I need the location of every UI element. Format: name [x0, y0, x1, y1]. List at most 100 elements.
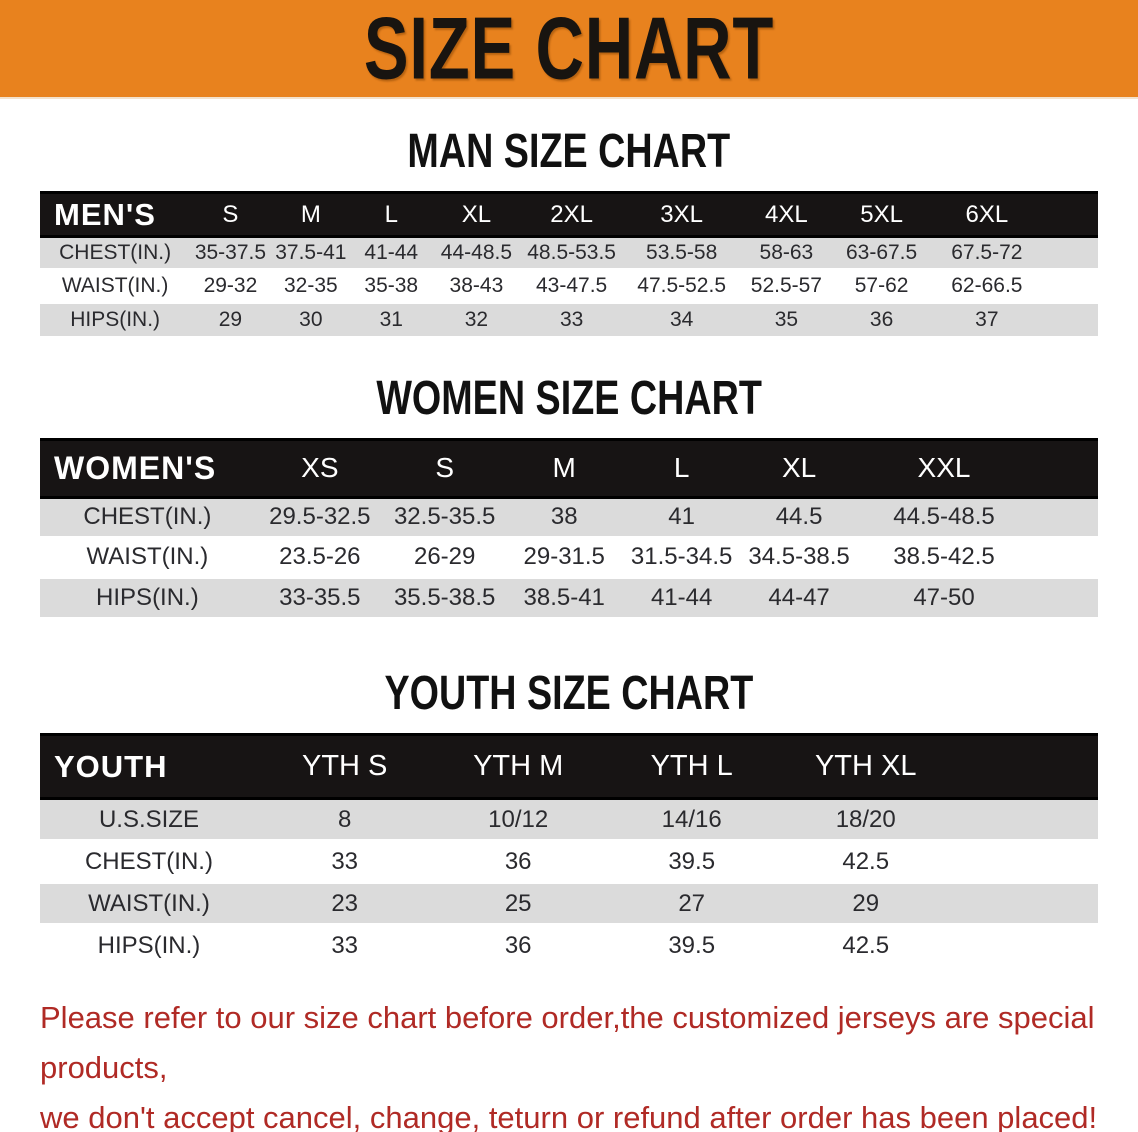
size-value-cell: 62-66.5	[951, 274, 1023, 297]
size-table-header-row: YOUTH YTH S YTH M YTH L YTH XL	[40, 733, 1098, 800]
row-spacer	[953, 841, 1098, 883]
size-value-cell: 36	[504, 847, 532, 875]
size-column-header: YTH L	[604, 733, 779, 800]
size-value-cell: 29	[852, 889, 880, 917]
size-value-cell: 37.5-41	[275, 241, 347, 264]
row-spacer	[953, 883, 1098, 925]
youth-section-heading-text: YOUTH SIZE CHART	[384, 664, 754, 720]
size-column-header: S	[190, 191, 271, 238]
size-value-cell: 26-29	[413, 543, 476, 570]
disclaimer-line-2: we don't accept cancel, change, teturn o…	[40, 1099, 1098, 1132]
size-value-cell: 34.5-38.5	[748, 543, 850, 570]
row-label: CHEST(IN.)	[59, 241, 172, 264]
row-label: U.S.SIZE	[98, 805, 199, 833]
men-section-heading: MAN SIZE CHART	[0, 122, 1138, 178]
size-column-header: 4XL	[741, 191, 832, 238]
size-column-header: YTH M	[431, 733, 605, 800]
row-spacer	[1029, 537, 1098, 577]
size-column-header: 3XL	[621, 191, 742, 238]
size-value-cell: 29-32	[203, 274, 258, 297]
table-corner-label: WOMEN'S	[40, 437, 255, 499]
header-spacer	[953, 733, 1098, 800]
table-row: U.S.SIZE 8 10/12 14/16 18/20	[40, 798, 1098, 841]
size-value-cell: 44.5	[775, 503, 823, 530]
row-label: CHEST(IN.)	[83, 503, 212, 530]
size-column-header: M	[504, 437, 624, 499]
women-size-table-grid: WOMEN'S XS S M L XL XXL CHEST(IN.) 29.5-32.5 32.5…	[40, 437, 1098, 617]
size-value-cell: 67.5-72	[951, 241, 1023, 264]
row-label: WAIST(IN.)	[88, 889, 210, 917]
row-label: HIPS(IN.)	[96, 583, 199, 611]
size-value-cell: 47-50	[913, 583, 975, 611]
size-value-cell: 32	[464, 307, 489, 331]
size-column-header: 6XL	[931, 191, 1042, 238]
table-row: WAIST(IN.) 23.5-26 26-29 29-31.5 31.5-34.5 34…	[40, 537, 1098, 577]
row-spacer	[1029, 577, 1098, 617]
size-value-cell: 31	[379, 307, 403, 331]
row-label: WAIST(IN.)	[61, 274, 169, 297]
row-spacer	[1029, 497, 1098, 537]
size-value-cell: 38	[550, 503, 578, 530]
size-value-cell: 18/20	[835, 805, 896, 833]
row-label: HIPS(IN.)	[97, 932, 201, 960]
size-value-cell: 53.5-58	[646, 241, 718, 264]
table-row: HIPS(IN.) 29 30 31 32 33 34 35 36 37	[40, 302, 1098, 336]
size-value-cell: 57-62	[854, 274, 909, 297]
size-value-cell: 33	[559, 307, 584, 331]
size-value-cell: 33	[331, 847, 359, 875]
size-value-cell: 27	[678, 889, 706, 917]
size-value-cell: 14/16	[661, 805, 722, 833]
size-column-header: YTH S	[257, 733, 432, 800]
size-value-cell: 32-35	[283, 274, 338, 297]
page-title: SIZE CHART	[363, 0, 775, 98]
table-corner-label: YOUTH	[40, 733, 258, 800]
size-value-cell: 29-31.5	[523, 543, 605, 570]
table-corner-label: MEN'S	[40, 191, 191, 238]
size-value-cell: 33	[331, 932, 359, 960]
size-value-cell: 47.5-52.5	[637, 274, 727, 297]
row-spacer	[1042, 237, 1098, 270]
men-size-table: MEN'S S M L XL 2XL 3XL 4XL 5XL 6XL CHEST(IN.) 35-37…	[40, 191, 1098, 336]
size-column-header: M	[270, 191, 352, 238]
size-value-cell: 39.5	[668, 847, 716, 875]
table-row: CHEST(IN.) 35-37.5 37.5-41 41-44 44-48.5 48.5…	[40, 236, 1098, 270]
header-spacer	[1029, 437, 1098, 499]
men-size-table-grid: MEN'S S M L XL 2XL 3XL 4XL 5XL 6XL CHEST(IN.) 35-37…	[40, 191, 1098, 336]
size-value-cell: 44.5-48.5	[893, 503, 995, 530]
size-value-cell: 35	[774, 307, 799, 331]
size-value-cell: 23.5-26	[279, 543, 361, 570]
table-row: CHEST(IN.) 33 36 39.5 42.5	[40, 840, 1098, 883]
size-value-cell: 36	[504, 932, 532, 960]
table-row: WAIST(IN.) 23 25 27 29	[40, 882, 1098, 925]
size-value-cell: 10/12	[488, 805, 549, 833]
size-value-cell: 38.5-41	[523, 583, 605, 611]
size-value-cell: 35-38	[364, 274, 419, 297]
size-value-cell: 23	[331, 889, 359, 917]
size-table-header-row: WOMEN'S XS S M L XL XXL	[40, 437, 1098, 499]
size-value-cell: 29	[218, 307, 243, 331]
youth-size-table-grid: YOUTH YTH S YTH M YTH L YTH XL U.S.SIZE 8 10/12…	[40, 733, 1098, 967]
table-row: WAIST(IN.) 29-32 32-35 35-38 38-43 43-47.5 47.…	[40, 269, 1098, 303]
size-value-cell: 44-48.5	[440, 241, 513, 264]
row-label: HIPS(IN.)	[70, 307, 161, 331]
disclaimer-line-1: Please refer to our size chart before or…	[40, 999, 1095, 1085]
size-value-cell: 58-63	[759, 241, 814, 264]
size-value-cell: 38.5-42.5	[893, 543, 995, 570]
table-row: CHEST(IN.) 29.5-32.5 32.5-35.5 38 41 44.5 44.5…	[40, 497, 1098, 537]
size-column-header: 2XL	[521, 191, 622, 238]
size-value-cell: 36	[869, 307, 894, 331]
row-spacer	[953, 799, 1098, 841]
size-value-cell: 41	[668, 503, 695, 530]
size-value-cell: 35.5-38.5	[393, 583, 496, 611]
row-spacer	[1042, 303, 1098, 336]
size-value-cell: 39.5	[668, 932, 716, 960]
size-value-cell: 41-44	[364, 241, 419, 264]
size-value-cell: 48.5-53.5	[527, 241, 616, 264]
women-section-heading: WOMEN SIZE CHART	[0, 372, 1138, 420]
size-column-header: XL	[739, 437, 859, 499]
men-section-heading-text: MAN SIZE CHART	[407, 122, 731, 178]
size-value-cell: 35-37.5	[194, 241, 267, 264]
size-value-cell: 30	[299, 307, 323, 331]
row-spacer	[953, 925, 1098, 967]
